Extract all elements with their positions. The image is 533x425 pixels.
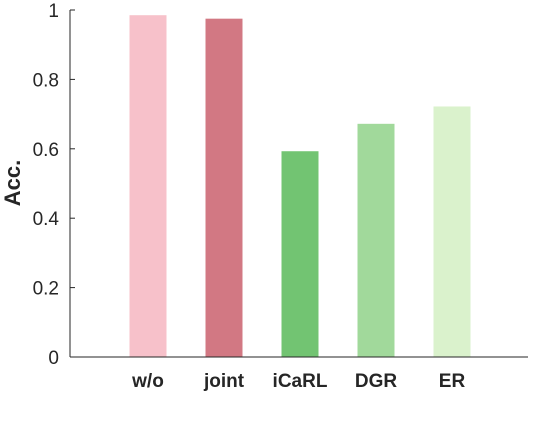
x-tick-label: iCaRL bbox=[273, 371, 328, 392]
y-tick-label: 0 bbox=[48, 348, 59, 369]
y-tick-label: 1 bbox=[48, 1, 59, 22]
bar-er bbox=[433, 106, 471, 357]
y-ticks: 0 0.2 0.4 0.6 0.8 1 bbox=[33, 1, 75, 369]
bar-joint bbox=[205, 18, 243, 358]
x-tick-labels: w/o joint iCaRL DGR ER bbox=[131, 371, 465, 392]
x-tick-label: w/o bbox=[131, 371, 164, 392]
bar-dgr bbox=[357, 123, 395, 357]
y-axis-title: Acc. bbox=[0, 160, 25, 206]
x-tick-label: ER bbox=[439, 371, 466, 392]
y-tick-label: 0.6 bbox=[33, 140, 59, 161]
y-tick-label: 0.2 bbox=[33, 279, 59, 300]
bars bbox=[129, 15, 471, 358]
bar-w-o bbox=[129, 15, 167, 358]
y-tick-label: 0.8 bbox=[33, 70, 59, 91]
x-tick-label: DGR bbox=[355, 371, 398, 392]
bar-icarl bbox=[281, 151, 319, 357]
y-tick-label: 0.4 bbox=[33, 209, 60, 230]
x-tick-label: joint bbox=[203, 371, 245, 392]
